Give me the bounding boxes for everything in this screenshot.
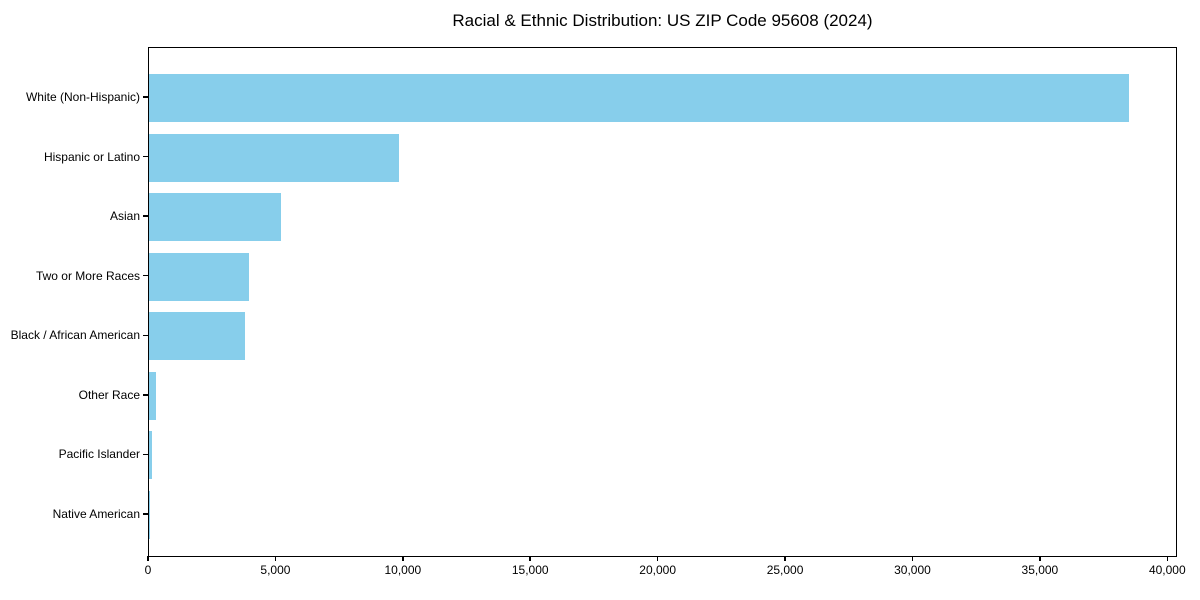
x-tick-mark <box>656 556 659 561</box>
x-tick-mark <box>784 556 786 561</box>
x-tick-mark <box>147 556 149 561</box>
x-axis-tick-label: 35,000 <box>1021 563 1059 577</box>
x-axis-tick-label: 20,000 <box>639 563 676 577</box>
y-tick-mark <box>143 155 148 158</box>
y-tick-mark <box>143 394 148 396</box>
bar-other-race <box>149 371 156 420</box>
y-tick-mark <box>143 215 148 217</box>
y-axis-category-label: Other Race <box>78 387 140 402</box>
plot-area <box>148 47 1177 557</box>
y-tick-mark <box>143 513 148 515</box>
y-tick-mark <box>143 274 148 277</box>
y-axis-category-label: Hispanic or Latino <box>43 149 140 164</box>
y-tick-mark <box>143 96 148 98</box>
x-tick-mark <box>274 556 277 561</box>
bar-white-non-hispanic <box>149 74 1129 122</box>
y-axis-category-label: Two or More Races <box>35 268 140 283</box>
bar-two-or-more-races <box>149 252 250 301</box>
x-tick-mark <box>529 556 531 561</box>
bar-black-african-american <box>149 312 246 361</box>
bar-native-american <box>149 491 151 539</box>
x-axis-tick-label: 25,000 <box>766 563 804 577</box>
x-tick-mark <box>1039 556 1041 561</box>
y-axis-category-label: Pacific Islander <box>58 447 140 462</box>
x-axis-tick-label: 10,000 <box>384 563 422 577</box>
y-axis-category-label: Native American <box>52 507 140 521</box>
x-tick-mark <box>1166 556 1169 561</box>
y-axis-category-label: White (Non-Hispanic) <box>25 90 140 104</box>
y-axis-category-label: Asian <box>109 209 140 224</box>
x-axis-tick-label: 5,000 <box>260 563 291 577</box>
bar-pacific-islander <box>149 431 153 480</box>
y-tick-mark <box>143 453 148 456</box>
x-tick-mark <box>402 556 404 561</box>
y-axis-category-label: Black / African American <box>10 328 140 343</box>
x-tick-mark <box>911 556 914 561</box>
y-tick-mark <box>143 334 148 337</box>
x-axis-tick-label: 30,000 <box>894 563 931 577</box>
x-axis-tick-label: 40,000 <box>1148 563 1186 577</box>
bar-asian <box>149 193 281 242</box>
x-axis-tick-label: 15,000 <box>511 563 549 577</box>
bar-hispanic-or-latino <box>149 133 399 182</box>
chart-title: Racial & Ethnic Distribution: US ZIP Cod… <box>452 11 873 30</box>
x-axis-tick-label: 0 <box>144 563 152 577</box>
